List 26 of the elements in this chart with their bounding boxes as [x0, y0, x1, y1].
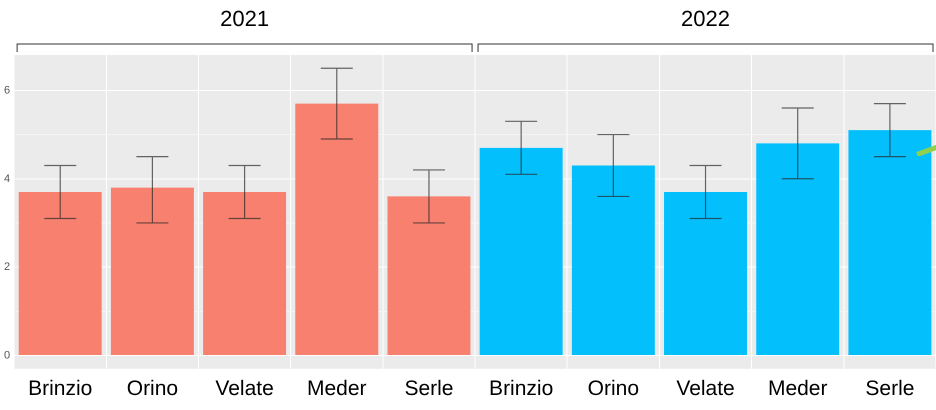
x-tick-label: Brinzio: [28, 377, 92, 400]
bar: [756, 143, 840, 356]
y-tick-label: 0: [4, 350, 10, 362]
x-tick-label: Velate: [215, 377, 274, 400]
bar: [110, 188, 194, 356]
text: 2022: [681, 6, 730, 32]
x-tick-label: Brinzio: [489, 377, 554, 400]
bar: [387, 196, 470, 356]
x-tick-label: Meder: [307, 377, 367, 400]
x-tick-label: Velate: [676, 377, 735, 400]
y-tick-label: 4: [4, 172, 10, 185]
bar: [18, 192, 102, 356]
x-tick-label: Serle: [865, 377, 914, 400]
y-tick-label: 6: [4, 84, 10, 96]
bar: [203, 192, 286, 356]
text: 2021: [220, 6, 270, 32]
bar: [664, 192, 748, 356]
bar: [848, 130, 932, 356]
x-tick-label: Meder: [768, 377, 828, 400]
bar: [480, 148, 563, 356]
x-tick-label: Serle: [404, 377, 454, 400]
x-tick-label: Orino: [126, 377, 178, 400]
y-tick-label: 2: [4, 261, 10, 274]
bar: [295, 104, 378, 356]
x-tick-label: Orino: [588, 377, 640, 400]
bar: [572, 165, 655, 356]
